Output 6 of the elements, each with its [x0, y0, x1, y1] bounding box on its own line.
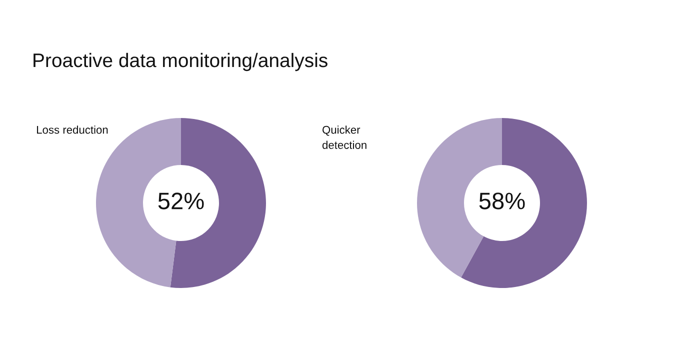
donut-slice	[461, 118, 587, 288]
data-label: 52%	[158, 192, 204, 210]
text: Quicker detection	[322, 126, 366, 149]
text: Loss reduction	[37, 126, 108, 134]
chart-title: Proactive data monitoring/analysis	[34, 52, 328, 72]
data-label: 58%	[479, 192, 525, 210]
